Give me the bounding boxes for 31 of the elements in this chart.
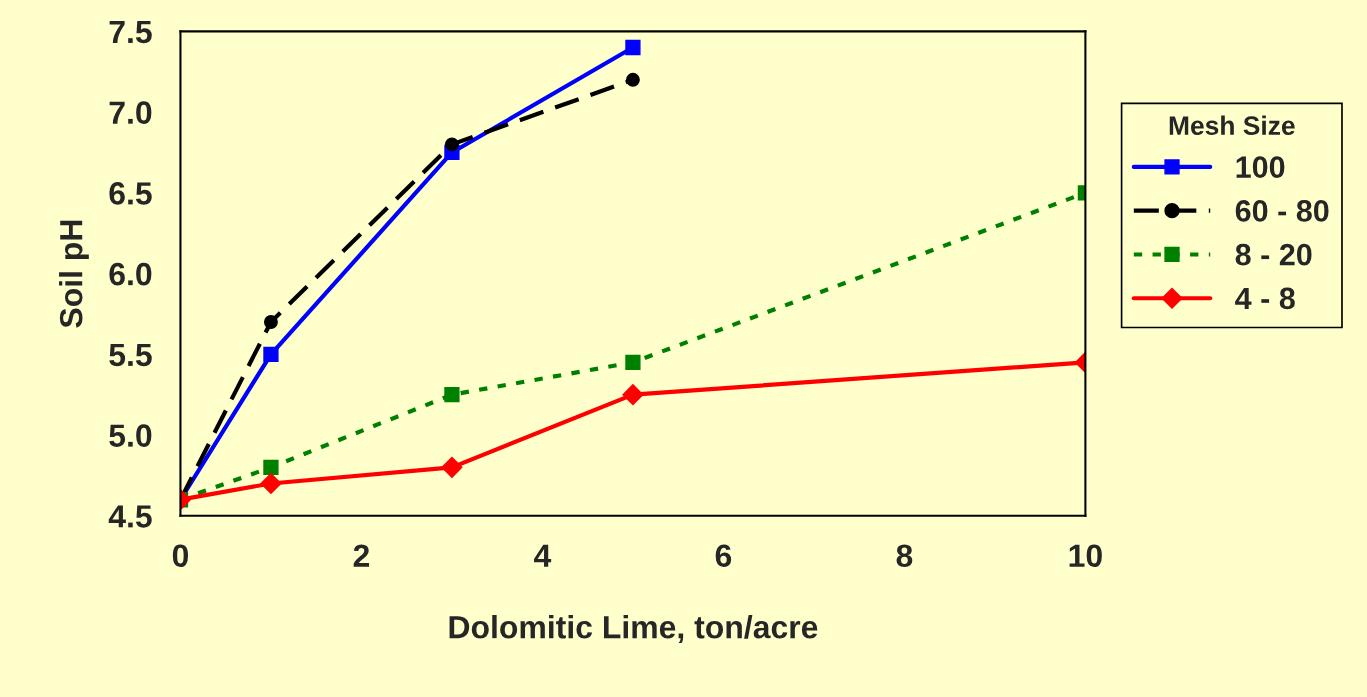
y-tick-label: 5.5 bbox=[109, 343, 152, 367]
legend-label: 60 - 80 bbox=[1235, 200, 1329, 222]
legend-title: Mesh Size bbox=[1169, 115, 1295, 135]
y-axis-title: Soil pH bbox=[59, 220, 89, 328]
point bbox=[263, 459, 279, 475]
x-tick-label: 2 bbox=[353, 544, 370, 567]
point bbox=[263, 346, 279, 362]
point bbox=[444, 137, 459, 152]
legend-label: 8 - 20 bbox=[1235, 243, 1312, 266]
point bbox=[263, 315, 278, 329]
y-tick-label: 6.5 bbox=[109, 182, 152, 205]
x-tick-label: 6 bbox=[715, 544, 732, 568]
y-tick-label: 7.5 bbox=[109, 20, 152, 44]
point bbox=[444, 387, 460, 403]
y-tick-label: 4.5 bbox=[108, 505, 152, 528]
x-tick-label: 4 bbox=[534, 544, 552, 567]
point bbox=[625, 354, 641, 371]
x-tick-label: 10 bbox=[1069, 544, 1102, 568]
x-tick-label: 0 bbox=[172, 544, 189, 568]
point bbox=[625, 72, 640, 87]
legend-label: 100 bbox=[1236, 156, 1285, 178]
legend-label: 4 - 8 bbox=[1235, 287, 1295, 310]
point bbox=[625, 39, 641, 56]
x-axis-title: Dolomitic Lime, ton/acre bbox=[449, 615, 818, 644]
y-tick-label: 7.0 bbox=[109, 101, 152, 124]
point bbox=[622, 384, 644, 406]
y-tick-label: 6.0 bbox=[109, 262, 152, 286]
x-tick-label: 8 bbox=[896, 544, 913, 568]
y-tick-label: 5.0 bbox=[109, 424, 152, 447]
point bbox=[441, 456, 463, 478]
point bbox=[260, 472, 282, 495]
